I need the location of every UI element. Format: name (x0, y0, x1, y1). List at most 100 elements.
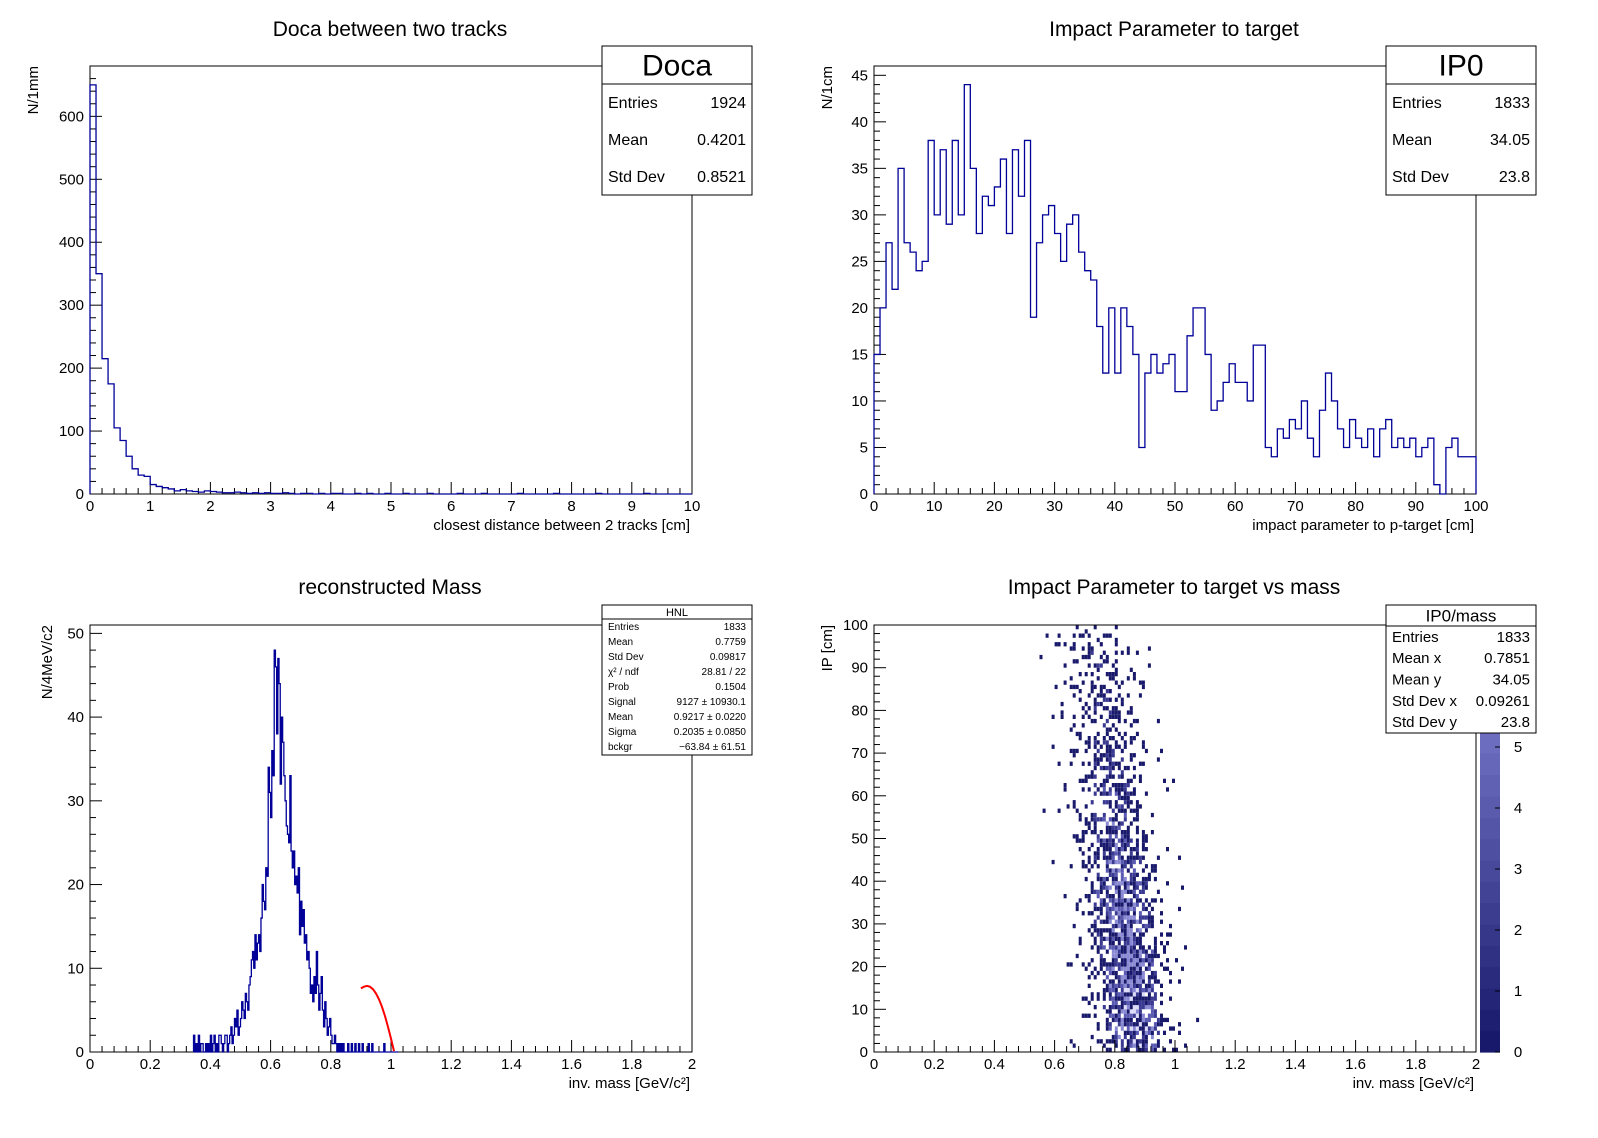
heatmap-cell (1075, 953, 1079, 959)
heatmap-cell (1054, 684, 1058, 690)
heatmap-cell (1093, 783, 1097, 788)
heatmap-cell (1087, 654, 1091, 660)
heatmap-cell (1093, 821, 1097, 826)
heatmap-cell (1141, 1005, 1145, 1010)
heatmap-cell (1096, 906, 1100, 912)
stats-box-value: 1833 (1494, 95, 1530, 112)
heatmap-cell (1126, 983, 1130, 988)
x-tick-label: 80 (1347, 498, 1364, 515)
heatmap-cell (1123, 898, 1127, 903)
heatmap-cell (1144, 1039, 1148, 1044)
heatmap-cell (1135, 992, 1139, 997)
heatmap-cell (1138, 1043, 1142, 1048)
color-scale-tick-label: 1 (1514, 983, 1522, 1000)
heatmap-cell (1144, 748, 1148, 754)
heatmap-cell (1160, 911, 1163, 916)
heatmap-cell (1160, 919, 1163, 924)
heatmap-cell (1081, 778, 1085, 783)
heatmap-cell (1084, 894, 1088, 899)
doca-panel: Doca between two tracks N/1mm closest di… (25, 18, 753, 534)
heatmap-cell (1120, 783, 1124, 788)
stats-box-key: Prob (608, 682, 630, 693)
heatmap-cell (1132, 894, 1136, 899)
heatmap-cell (1102, 817, 1106, 822)
heatmap-cell (1117, 855, 1121, 860)
heatmap-cell (1111, 663, 1115, 668)
heatmap-cell (1105, 894, 1109, 899)
heatmap-cell (1120, 701, 1124, 707)
heatmap-cell (1111, 808, 1115, 813)
heatmap-cell (1138, 928, 1142, 933)
heatmap-cell (1166, 932, 1169, 937)
heatmap-cell (1105, 706, 1109, 711)
heatmap-cell (1105, 988, 1109, 993)
heatmap-cell (1132, 885, 1136, 890)
heatmap-cell (1117, 718, 1121, 724)
heatmap-cell (1102, 740, 1106, 745)
heatmap-cell (1084, 654, 1088, 660)
x-tick-label: 1 (146, 498, 154, 515)
heatmap-cell (1132, 911, 1136, 916)
heatmap-cell (1172, 1026, 1175, 1031)
heatmap-cell (1141, 970, 1145, 976)
heatmap-cell (1096, 834, 1100, 839)
heatmap-cell (1144, 864, 1148, 869)
heatmap-cell (1102, 723, 1106, 728)
heatmap-cell (1150, 1005, 1154, 1010)
heatmap-cell (1178, 855, 1181, 860)
ip-vs-mass-chart-title: Impact Parameter to target vs mass (1008, 576, 1341, 599)
doca-histogram-line (89, 84, 692, 495)
heatmap-cell (1138, 953, 1142, 959)
heatmap-cell (1096, 787, 1100, 792)
heatmap-cell (1135, 842, 1139, 848)
heatmap-cell (1150, 923, 1154, 929)
heatmap-cell (1093, 919, 1097, 924)
heatmap-cell (1123, 983, 1127, 988)
heatmap-cell (1156, 953, 1160, 959)
heatmap-cell (1117, 889, 1121, 894)
heatmap-cell (1135, 855, 1139, 860)
heatmap-cell (1096, 889, 1100, 894)
heatmap-cell (1144, 1022, 1148, 1027)
heatmap-cell (1114, 697, 1118, 702)
heatmap-cell (1108, 825, 1112, 830)
heatmap-cell (1120, 842, 1124, 848)
heatmap-cell (1138, 945, 1142, 950)
heatmap-cell (1141, 962, 1145, 967)
heatmap-cell (1090, 970, 1094, 976)
heatmap-cell (1123, 932, 1127, 937)
heatmap-cell (1138, 962, 1142, 967)
heatmap-cell (1111, 855, 1115, 860)
ip-x-axis-label: impact parameter to p-target [cm] (1252, 517, 1474, 534)
heatmap-cell (1087, 847, 1091, 852)
heatmap-cell (1111, 723, 1115, 728)
heatmap-cell (1117, 868, 1121, 873)
heatmap-cell (1114, 710, 1118, 715)
heatmap-cell (1093, 928, 1097, 933)
heatmap-cell (1135, 953, 1139, 959)
heatmap-cell (1084, 701, 1088, 707)
heatmap-cell (1114, 637, 1118, 643)
color-scale-tick-label: 2 (1514, 922, 1522, 939)
stats-box-key: bckgr (608, 742, 633, 753)
heatmap-cell (1147, 958, 1151, 963)
mass-chart-title: reconstructed Mass (298, 576, 481, 599)
heatmap-cell (1117, 847, 1121, 852)
heatmap-cell (1150, 906, 1154, 912)
heatmap-cell (1072, 804, 1076, 809)
y-tick-label: 500 (59, 171, 84, 188)
heatmap-cell (1087, 761, 1091, 766)
stats-box-value: 1924 (710, 95, 746, 112)
heatmap-cell (1129, 953, 1133, 959)
heatmap-cell (1087, 868, 1091, 873)
heatmap-cell (1096, 851, 1100, 856)
heatmap-cell (1135, 881, 1139, 886)
heatmap-cell (1138, 970, 1142, 976)
heatmap-cell (1153, 868, 1157, 873)
heatmap-cell (1126, 1009, 1130, 1014)
y-tick-label: 600 (59, 108, 84, 125)
heatmap-cell (1111, 825, 1115, 830)
heatmap-cell (1117, 1022, 1121, 1027)
heatmap-cell (1096, 949, 1100, 954)
y-tick-label: 25 (851, 253, 868, 270)
